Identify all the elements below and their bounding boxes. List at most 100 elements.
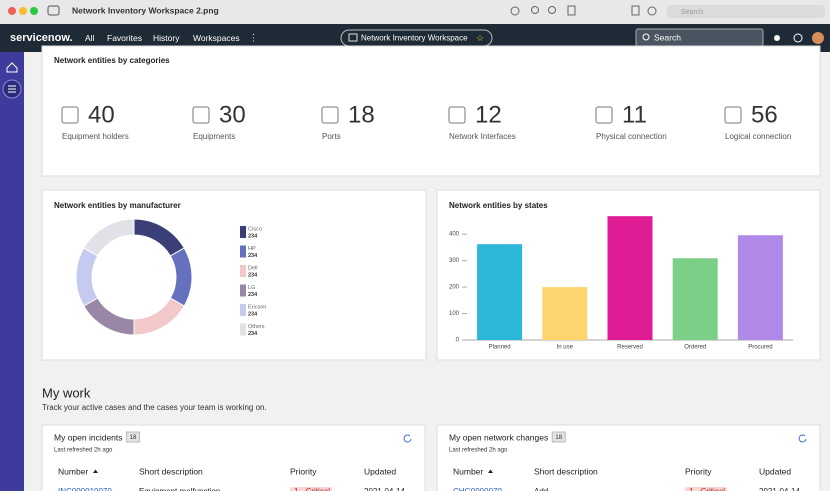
categories-card — [41, 45, 821, 177]
x-tick-label: Procured — [748, 345, 772, 351]
bar — [607, 216, 653, 340]
column-header[interactable]: Number — [453, 466, 483, 476]
window-search-text: Search — [681, 9, 703, 16]
column-header[interactable]: Priority — [685, 466, 712, 476]
minimize-button[interactable] — [19, 7, 27, 15]
category-icon — [321, 106, 339, 124]
list-icon — [8, 85, 16, 93]
table-card — [41, 424, 426, 491]
legend-value: 234 — [248, 233, 258, 239]
category-icon — [61, 106, 79, 124]
category-icon — [448, 106, 466, 124]
sidebar — [0, 52, 24, 491]
legend-label: Cisco — [248, 226, 262, 232]
category-label: Physical connection — [596, 132, 667, 141]
logo: servicenow. — [10, 32, 73, 44]
table-title: My open network changes — [449, 432, 548, 442]
category-icon — [192, 106, 210, 124]
category-label: Network Interfaces — [449, 132, 516, 141]
zoom-button[interactable] — [30, 7, 38, 15]
bar — [737, 235, 783, 340]
nav-link[interactable]: History — [153, 33, 180, 43]
legend-swatch — [240, 265, 246, 277]
count-badge-text: 18 — [130, 435, 137, 441]
column-header[interactable]: Short description — [534, 466, 598, 476]
table-cell[interactable]: CHG0000070 — [453, 487, 502, 491]
help-icon[interactable] — [793, 33, 803, 43]
home-icon[interactable] — [6, 62, 18, 73]
section-title: My work — [42, 385, 91, 400]
priority-pill — [290, 487, 332, 491]
avatar[interactable] — [812, 32, 824, 44]
bell-icon[interactable] — [774, 35, 780, 41]
category-value: 56 — [751, 101, 778, 128]
legend-swatch — [240, 226, 246, 238]
table-cell[interactable]: INC000010070 — [58, 487, 112, 491]
nav-search-text: Search — [654, 32, 681, 42]
column-header[interactable]: Number — [58, 466, 88, 476]
nav-link[interactable]: Workspaces — [193, 33, 240, 43]
category-value: 30 — [219, 101, 246, 128]
x-tick-label: In use — [557, 345, 574, 351]
more-icon[interactable]: ⋮ — [249, 32, 258, 42]
refresh-icon[interactable] — [798, 434, 807, 443]
legend-value: 234 — [248, 272, 258, 278]
category-icon — [595, 106, 613, 124]
x-tick-label: Planned — [489, 345, 511, 351]
toolbar-icons — [510, 5, 657, 16]
card-title: Network entities by states — [449, 201, 548, 210]
category-label: Equipment holders — [62, 132, 129, 141]
legend-swatch — [240, 323, 246, 336]
manufacturer-card — [41, 189, 427, 361]
refresh-icon[interactable] — [403, 434, 412, 443]
nav-link[interactable]: All — [85, 33, 95, 43]
priority-pill — [685, 487, 727, 491]
refresh-text: Last refreshed 2h ago — [54, 448, 113, 454]
favorite-star[interactable]: ☆ — [476, 33, 484, 43]
bar — [672, 258, 718, 340]
table-card — [436, 424, 821, 491]
y-tick-label: 0 — [456, 338, 460, 344]
y-tick-label: 300 — [449, 258, 460, 264]
table-cell: Equipment malfunction — [139, 487, 220, 491]
column-header[interactable]: Priority — [290, 466, 317, 476]
legend-swatch — [240, 284, 246, 297]
column-header[interactable]: Updated — [759, 466, 791, 476]
table-title: My open incidents — [54, 432, 123, 442]
column-header[interactable]: Updated — [364, 466, 396, 476]
legend-swatch — [240, 304, 246, 316]
legend-value: 234 — [248, 253, 258, 259]
y-tick-label: 100 — [449, 311, 460, 317]
category-value: 18 — [348, 101, 375, 128]
donut-segment — [83, 218, 135, 257]
category-value: 11 — [622, 101, 647, 128]
table-cell: 1 - Critical — [689, 487, 725, 491]
card-title: Network entities by categories — [54, 56, 170, 65]
legend-value: 234 — [248, 292, 258, 298]
window-search[interactable] — [667, 5, 825, 18]
category-value: 40 — [88, 101, 115, 128]
legend-value: 234 — [248, 311, 258, 317]
nav-link[interactable]: Favorites — [107, 33, 142, 43]
section-subtitle: Track your active cases and the cases yo… — [42, 403, 267, 412]
y-tick-label: 200 — [449, 285, 460, 291]
category-icon — [724, 106, 742, 124]
sidebar-icon[interactable] — [47, 5, 60, 16]
category-label: Logical connection — [725, 132, 791, 141]
count-badge — [126, 431, 141, 443]
legend-label: Dell — [248, 265, 257, 271]
window-title: Network Inventory Workspace 2.png — [72, 5, 219, 15]
bar — [477, 244, 523, 340]
search-icon — [642, 33, 650, 41]
category-label: Ports — [322, 132, 341, 141]
column-header[interactable]: Short description — [139, 466, 203, 476]
x-tick-label: Ordered — [684, 345, 706, 351]
close-button[interactable] — [8, 7, 16, 15]
legend-value: 234 — [248, 331, 258, 337]
category-value: 12 — [475, 101, 502, 128]
table-cell: 2021-04-14 — [364, 487, 405, 491]
category-label: Equipments — [193, 132, 235, 141]
bar — [542, 287, 588, 340]
